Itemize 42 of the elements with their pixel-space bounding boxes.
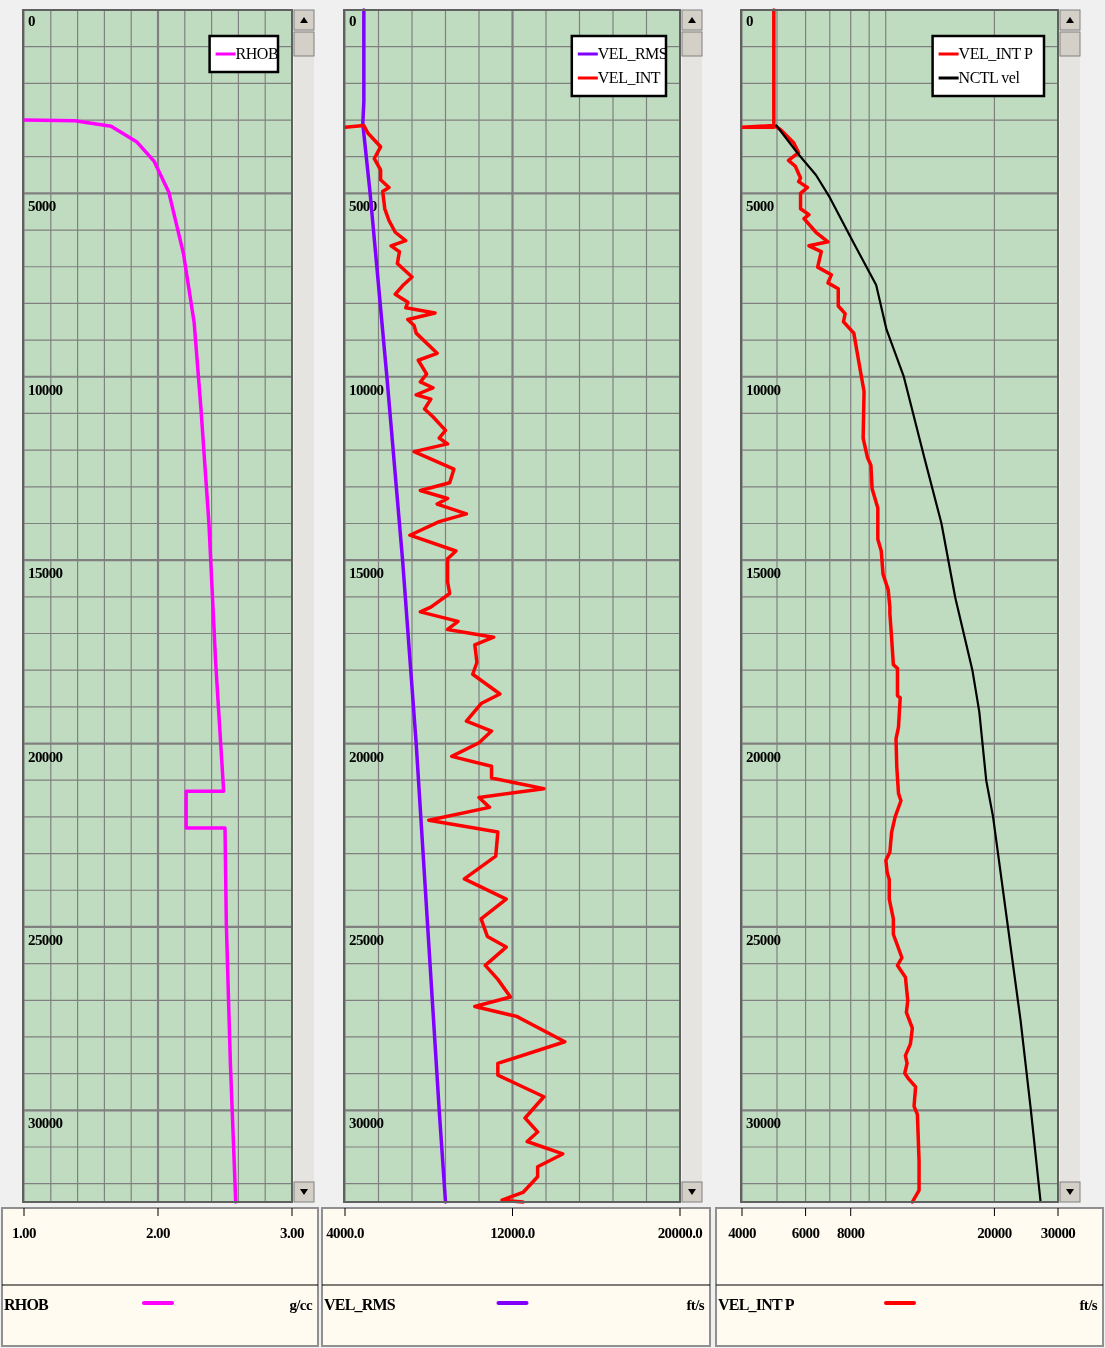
text: VEL_INT P [718,1296,794,1313]
legend-label: VEL_RMS [597,45,668,62]
y-tick-label: 25000 [746,931,781,948]
text: RHOB [4,1296,48,1313]
y-tick-label: 5000 [746,198,774,215]
x-tick-label: 1.00 [12,1225,37,1241]
y-tick-label: 20000 [746,748,781,765]
y-tick-label: 10000 [349,381,384,398]
y-tick-label: 25000 [28,931,63,948]
legend-label: VEL_INT [597,69,661,86]
x-tick-label: 4000 [728,1225,756,1241]
y-tick-label: 10000 [746,381,781,398]
text: VEL_RMS [324,1296,395,1313]
y-tick-label: 30000 [746,1115,781,1132]
y-tick-label: 10000 [28,381,63,398]
y-tick-label: 30000 [349,1115,384,1132]
y-tick-label: 0 [349,13,356,29]
y-tick-label: 20000 [349,748,384,765]
y-tick-label: 20000 [28,748,63,765]
x-tick-label: 8000 [836,1225,865,1241]
y-tick-label: 5000 [28,198,56,215]
y-tick-label: 30000 [28,1115,63,1132]
x-tick-label: 30000 [1040,1225,1076,1241]
y-tick-label: 25000 [349,931,384,948]
y-tick-label: 0 [746,13,753,29]
x-tick-label: 3.00 [280,1225,305,1241]
y-tick-label: 0 [28,13,35,29]
x-tick-label: 20000 [977,1225,1012,1241]
x-axis-title: ft/s [686,1297,705,1313]
x-axis-title: g/cc [289,1297,313,1313]
legend-label: RHOB [235,45,279,62]
y-tick-label: 15000 [28,565,63,582]
legend-label: NCTL vel [958,69,1021,86]
x-tick-label: 20000.0 [657,1225,703,1241]
y-tick-label: 15000 [349,565,384,582]
x-tick-label: 4000.0 [326,1225,364,1241]
legend-label: VEL_INT P [958,45,1034,62]
y-tick-label: 15000 [746,565,781,582]
x-tick-label: 2.00 [146,1225,171,1241]
x-tick-label: 6000 [791,1225,820,1241]
x-tick-label: 12000.0 [490,1225,535,1241]
x-axis-title: ft/s [1079,1297,1098,1313]
